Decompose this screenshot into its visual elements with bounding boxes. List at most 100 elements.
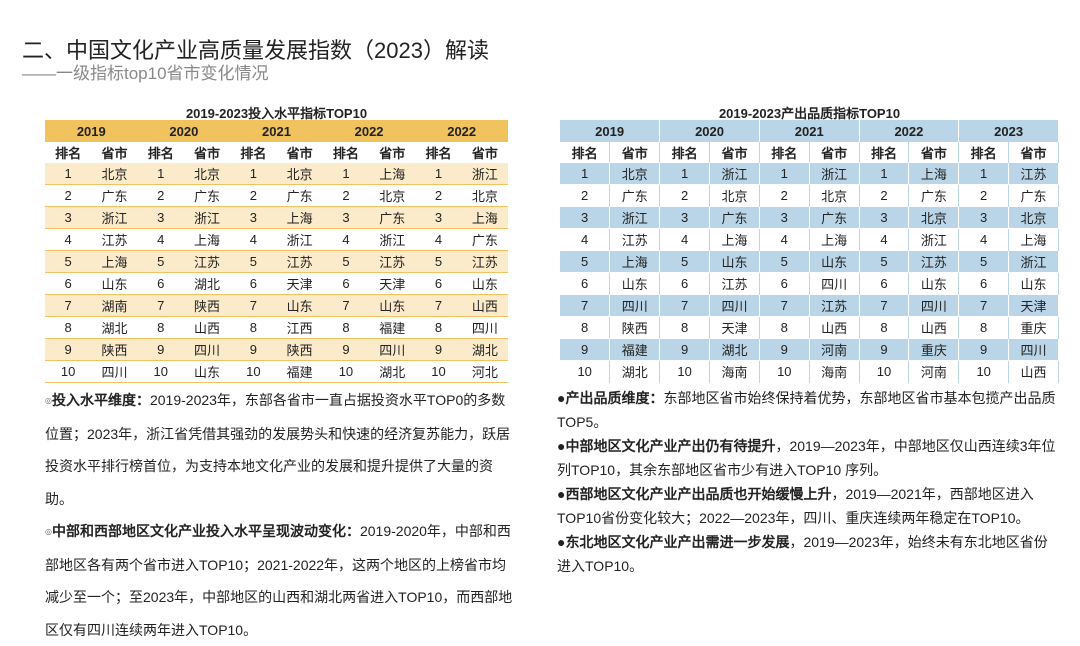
rank-cell: 8	[249, 320, 257, 335]
rank-cell: 2	[958, 184, 1010, 207]
province-cell: 江苏	[379, 255, 406, 270]
paragraph-heading: 中部地区文化产业产出仍有待提升	[565, 438, 776, 454]
province-cell: 山东	[379, 299, 406, 314]
year-header: 2019	[560, 120, 661, 142]
year-header: 2022	[415, 120, 508, 142]
province-cell: 浙江	[1008, 250, 1059, 273]
province-cell: 山西	[908, 316, 960, 339]
output-analysis-text: ●产出品质维度：东部地区省市始终保持着优势，东部地区省市基本包揽产出品质TOP5…	[557, 386, 1057, 578]
rank-cell: 5	[560, 250, 611, 273]
province-cell: 广东	[908, 184, 960, 207]
rank-cell: 7	[342, 298, 350, 313]
province-cell: 浙江	[194, 211, 221, 226]
rank-cell: 10	[338, 364, 354, 379]
province-cell: 湖北	[379, 365, 406, 380]
rank-cell: 5	[157, 254, 165, 269]
province-cell: 广东	[709, 206, 760, 229]
province-cell: 四川	[194, 343, 221, 358]
province-cell: 江苏	[809, 294, 860, 317]
table-row: 2 广东 2 广东 2 广东 2 北京 2 北京	[45, 185, 508, 207]
rank-cell: 1	[659, 163, 711, 185]
rank-cell: 6	[560, 272, 611, 295]
rank-cell: 2	[342, 188, 350, 203]
year-header: 2020	[659, 120, 760, 142]
table-row: 8 湖北 8 山西 8 江西 8 福建 8 四川	[45, 317, 508, 339]
rank-cell: 5	[249, 254, 257, 269]
province-cell: 山西	[1008, 360, 1059, 383]
rank-cell: 9	[342, 342, 350, 357]
province-cell: 江西	[286, 321, 313, 336]
province-cell: 浙江	[809, 163, 860, 185]
rank-cell: 8	[64, 320, 72, 335]
rank-column-header: 排名	[425, 146, 452, 161]
table-row: 4 江苏 4 上海 4 上海 4 浙江 4 上海	[560, 228, 1059, 251]
province-cell: 广东	[809, 206, 860, 229]
rank-cell: 9	[659, 338, 711, 361]
rank-cell: 2	[560, 184, 611, 207]
rank-column-header: 排名	[55, 146, 82, 161]
investment-analysis-text: ◎投入水平维度：2019-2023年，东部各省市一直占据投资水平TOP0的多数位…	[45, 384, 515, 646]
province-column-header: 省市	[809, 142, 860, 163]
province-cell: 湖北	[609, 360, 661, 383]
rank-cell: 3	[560, 206, 611, 229]
rank-cell: 8	[157, 320, 165, 335]
table-row: 6 山东 6 江苏 6 四川 6 山东 6 山东	[560, 272, 1059, 295]
rank-column-header: 排名	[859, 142, 910, 163]
province-cell: 浙江	[471, 167, 498, 182]
province-cell: 山西	[471, 299, 498, 314]
paragraph-heading: 东北地区文化产业产出需进一步发展	[565, 534, 790, 550]
bullet-icon: ●	[557, 438, 566, 454]
province-cell: 山东	[709, 250, 760, 273]
province-cell: 福建	[286, 365, 313, 380]
province-cell: 上海	[101, 255, 128, 270]
rank-cell: 8	[659, 316, 711, 339]
bullet-icon: ◎	[45, 527, 52, 537]
table-row: 4 江苏 4 上海 4 浙江 4 浙江 4 广东	[45, 229, 508, 251]
table-row: 1 北京 1 浙江 1 浙江 1 上海 1 江苏	[560, 163, 1059, 185]
paragraph-body: ，2019—2023年，始终未有东北地区省份进入TOP10。	[557, 534, 1048, 574]
province-cell: 山东	[101, 277, 128, 292]
rank-cell: 6	[759, 272, 810, 295]
rank-cell: 1	[958, 163, 1010, 185]
rank-cell: 8	[759, 316, 810, 339]
table-row: 2 广东 2 北京 2 北京 2 广东 2 广东	[560, 184, 1059, 207]
rank-cell: 6	[434, 276, 443, 291]
investment-top10-table: 2019 2020 2021 2022 2022 排名 省市 排名 省市 排名 省市 排名 省市 排名 省市…	[45, 120, 508, 383]
province-cell: 浙江	[379, 233, 406, 248]
paragraph-heading: 产出品质维度：	[565, 390, 664, 406]
rank-cell: 1	[434, 166, 443, 181]
table-row: 3 浙江 3 广东 3 广东 3 北京 3 北京	[560, 206, 1059, 229]
province-cell: 广东	[286, 189, 313, 204]
rank-cell: 2	[157, 188, 165, 203]
analysis-paragraph: ◎中部和西部地区文化产业投入水平呈现波动变化：2019-2020年，中部和西部地…	[45, 515, 515, 646]
table-row: 10 四川 10 山东 10 福建 10 湖北 10 河北	[45, 361, 508, 383]
province-cell: 河南	[908, 360, 960, 383]
year-header: 2021	[759, 120, 860, 142]
province-cell: 四川	[908, 294, 960, 317]
rank-cell: 2	[434, 188, 443, 203]
province-cell: 湖北	[709, 338, 760, 361]
rank-cell: 9	[434, 342, 443, 357]
rank-cell: 8	[958, 316, 1010, 339]
paragraph-heading: 西部地区文化产业产出品质也开始缓慢上升	[565, 486, 832, 502]
province-cell: 浙江	[286, 233, 313, 248]
province-cell: 天津	[286, 277, 313, 292]
rank-column-header: 排名	[560, 142, 611, 163]
province-cell: 浙江	[709, 163, 760, 185]
analysis-paragraph: ●西部地区文化产业产出品质也开始缓慢上升，2019—2021年，西部地区进入TO…	[557, 482, 1057, 530]
rank-cell: 10	[560, 360, 611, 383]
province-cell: 福建	[609, 338, 661, 361]
province-cell: 江苏	[471, 255, 498, 270]
province-cell: 山东	[809, 250, 860, 273]
province-cell: 江苏	[101, 233, 128, 248]
rank-cell: 3	[659, 206, 711, 229]
province-cell: 上海	[379, 167, 406, 182]
province-cell: 北京	[1008, 206, 1059, 229]
province-cell: 湖北	[101, 321, 128, 336]
province-cell: 湖北	[194, 277, 221, 292]
rank-cell: 2	[64, 188, 72, 203]
rank-cell: 4	[157, 232, 165, 247]
province-cell: 广东	[194, 189, 221, 204]
province-cell: 河北	[471, 365, 498, 380]
province-cell: 重庆	[908, 338, 960, 361]
